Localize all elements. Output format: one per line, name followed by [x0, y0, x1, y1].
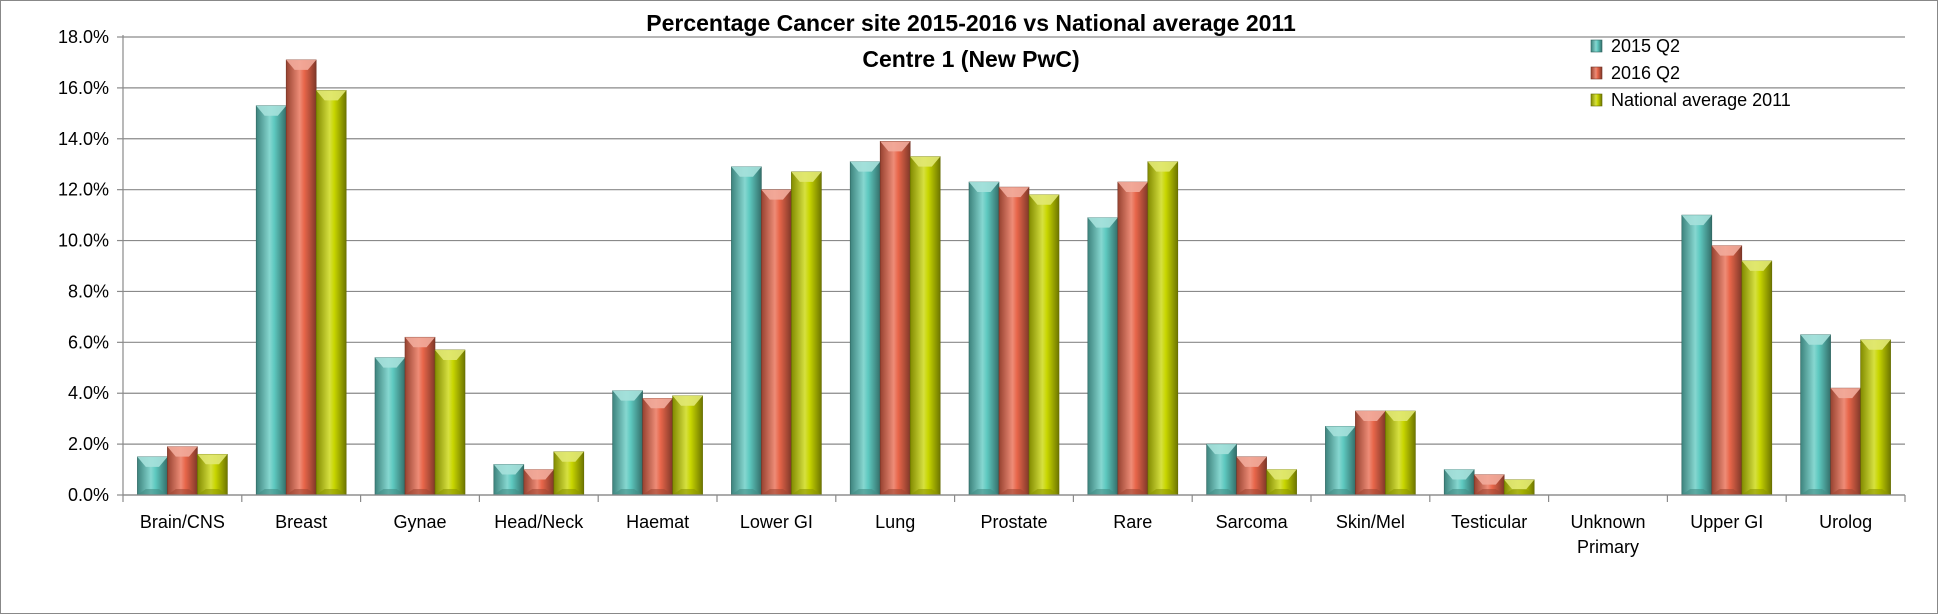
x-axis-ticks: Brain/CNS Breast Gynae Head/Neck Haemat Lower…	[122, 495, 1906, 557]
legend: 2015 Q2 2016 Q2 National average 2011	[1590, 36, 1791, 110]
y-tick-label: 8.0%	[68, 281, 109, 301]
bar-testicular-2016-q2	[1473, 474, 1505, 496]
legend-swatch	[1590, 66, 1603, 80]
bar-head-neck-2015-q2	[493, 464, 525, 496]
chart-subtitle: Centre 1 (New PwC)	[862, 46, 1079, 72]
legend-item-2016-q2: 2016 Q2	[1590, 63, 1680, 83]
bar-breast-national-average-2011	[315, 90, 347, 496]
bar-skin-mel-2015-q2	[1325, 425, 1356, 496]
bar-urolog-2015-q2	[1800, 334, 1831, 496]
x-tick-label-breast: Breast	[275, 512, 327, 532]
x-tick-label-brain-cns: Brain/CNS	[140, 512, 225, 532]
bar-skin-mel-2016-q2	[1355, 410, 1386, 496]
x-tick-label-lower-gi: Lower GI	[740, 512, 813, 532]
x-tick-label-gynae: Gynae	[393, 512, 446, 532]
x-tick-label-head-neck: Head/Neck	[494, 512, 584, 532]
bar-upper-gi-2016-q2	[1711, 245, 1743, 496]
bar-prostate-2016-q2	[998, 186, 1030, 496]
legend-label: 2015 Q2	[1611, 36, 1680, 56]
bar-rare-2015-q2	[1087, 217, 1119, 496]
x-tick-label-lung: Lung	[875, 512, 915, 532]
bar-brain-cns-2015-q2	[137, 456, 168, 496]
y-tick-label: 4.0%	[68, 383, 109, 403]
x-tick-label-sarcoma: Sarcoma	[1216, 512, 1289, 532]
bar-gynae-2015-q2	[374, 357, 406, 496]
bar-testicular-national-average-2011	[1503, 479, 1535, 496]
bar-lower-gi-national-average-2011	[791, 171, 822, 496]
bar-lower-gi-2015-q2	[731, 166, 762, 496]
bar-prostate-national-average-2011	[1028, 194, 1060, 496]
y-tick-label: 14.0%	[58, 129, 109, 149]
bar-breast-2016-q2	[285, 59, 317, 496]
bar-urolog-national-average-2011	[1860, 339, 1891, 496]
bar-head-neck-2016-q2	[523, 469, 555, 496]
bar-upper-gi-national-average-2011	[1741, 260, 1773, 496]
legend-item-national-average-2011: National average 2011	[1590, 90, 1791, 110]
y-tick-label: 6.0%	[68, 332, 109, 352]
y-tick-label: 12.0%	[58, 180, 109, 200]
bar-lung-2016-q2	[879, 141, 911, 496]
x-tick-label-testicular: Testicular	[1451, 512, 1527, 532]
y-tick-label: 16.0%	[58, 78, 109, 98]
bar-brain-cns-national-average-2011	[197, 453, 228, 496]
bar-skin-mel-national-average-2011	[1385, 410, 1416, 496]
bar-prostate-2015-q2	[968, 181, 1000, 496]
legend-label: National average 2011	[1611, 90, 1791, 110]
y-tick-label: 10.0%	[58, 231, 109, 251]
bar-breast-2015-q2	[255, 105, 287, 496]
x-tick-label-haemat: Haemat	[626, 512, 689, 532]
bar-gynae-2016-q2	[404, 336, 436, 496]
bar-lung-national-average-2011	[909, 156, 941, 496]
bars	[137, 59, 1891, 496]
bar-haemat-2015-q2	[612, 390, 643, 496]
bar-sarcoma-2015-q2	[1206, 443, 1237, 496]
bar-haemat-2016-q2	[642, 398, 673, 496]
legend-label: 2016 Q2	[1611, 63, 1680, 83]
bar-brain-cns-2016-q2	[167, 446, 198, 496]
x-tick-label-skin-mel: Skin/Mel	[1336, 512, 1405, 532]
bar-lower-gi-2016-q2	[761, 189, 792, 496]
chart-title: Percentage Cancer site 2015-2016 vs Nati…	[646, 10, 1296, 36]
y-axis-ticks: 0.0% 2.0% 4.0% 6.0% 8.0% 10.0% 12.0% 14.0% 16.0%…	[58, 27, 123, 505]
x-tick-label-rare: Rare	[1113, 512, 1152, 532]
bar-sarcoma-2016-q2	[1236, 456, 1267, 496]
y-tick-label: 0.0%	[68, 485, 109, 505]
bar-haemat-national-average-2011	[672, 395, 703, 496]
x-tick-label-unknown-primary: Unknown Primary	[1570, 512, 1645, 557]
y-tick-label: 18.0%	[58, 27, 109, 47]
bar-rare-national-average-2011	[1147, 161, 1179, 496]
x-tick-label-upper-gi: Upper GI	[1690, 512, 1763, 532]
bar-upper-gi-2015-q2	[1681, 214, 1713, 496]
bar-head-neck-national-average-2011	[553, 451, 585, 496]
legend-swatch	[1590, 39, 1603, 53]
x-tick-label-urolog: Urolog	[1819, 512, 1872, 532]
x-tick-label-prostate: Prostate	[980, 512, 1047, 532]
bar-urolog-2016-q2	[1830, 387, 1861, 496]
bar-sarcoma-national-average-2011	[1266, 469, 1297, 496]
y-tick-label: 2.0%	[68, 434, 109, 454]
legend-item-2015-q2: 2015 Q2	[1590, 36, 1680, 56]
bar-rare-2016-q2	[1117, 181, 1149, 496]
bar-gynae-national-average-2011	[434, 349, 466, 496]
bar-testicular-2015-q2	[1443, 469, 1475, 496]
legend-swatch	[1590, 93, 1603, 107]
bar-lung-2015-q2	[849, 161, 881, 496]
axes	[122, 35, 1905, 496]
